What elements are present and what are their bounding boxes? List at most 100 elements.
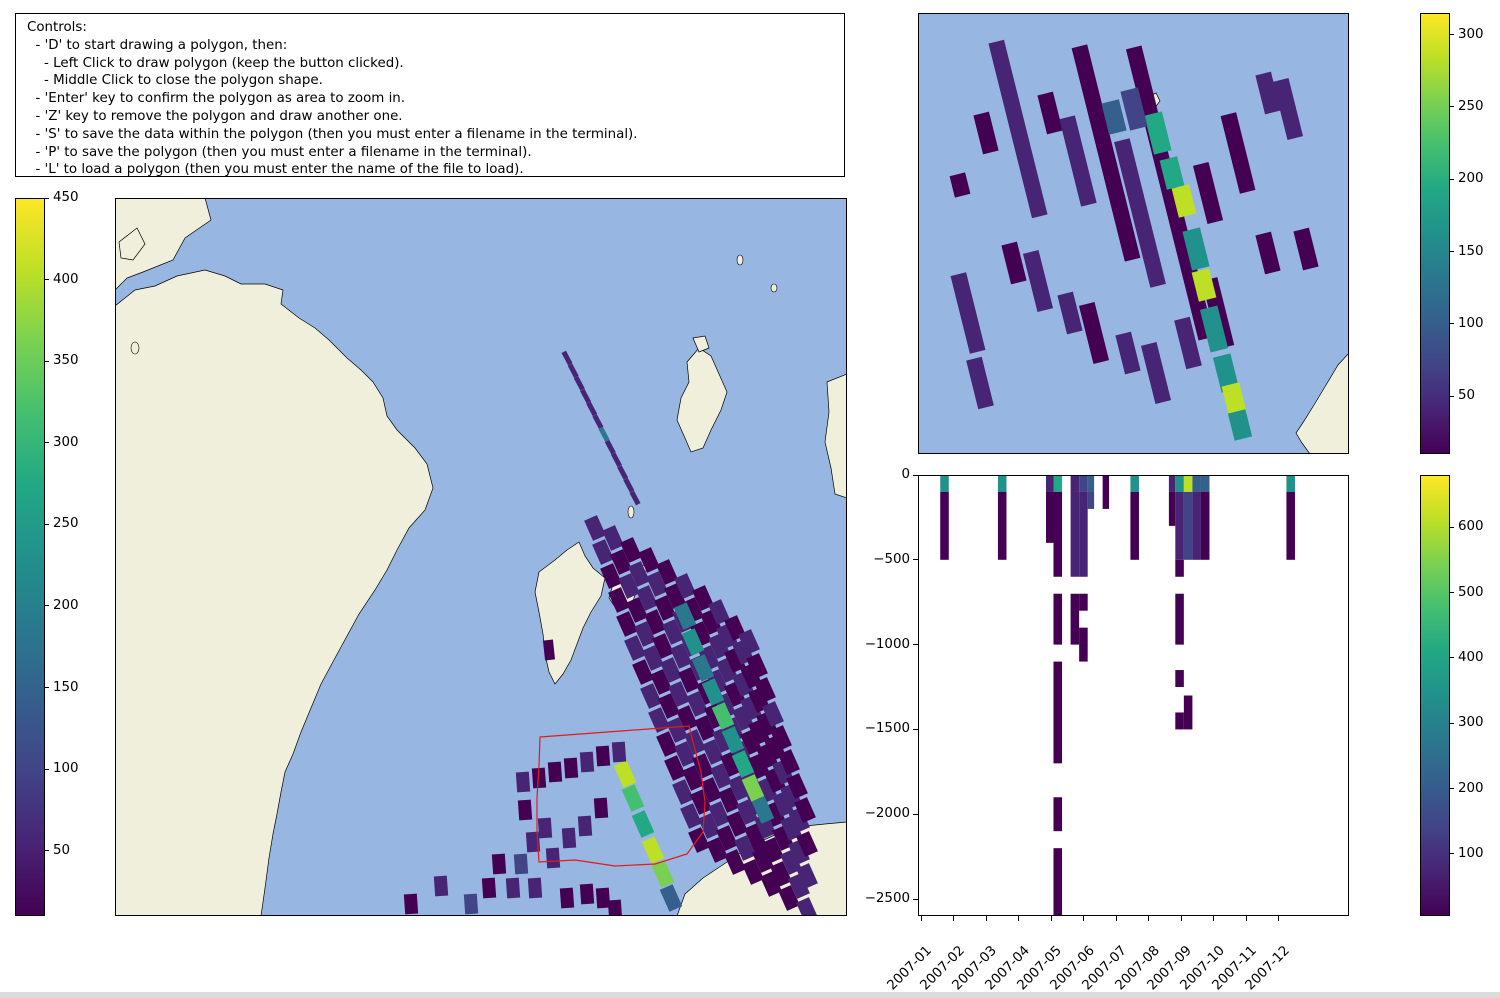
main-map-data-cell <box>740 729 762 755</box>
main-map-data-cell <box>608 587 630 613</box>
zoom-map-frame <box>918 13 1349 454</box>
main-map-data-cell <box>607 899 623 916</box>
colorbar-tick-mark <box>45 523 49 525</box>
main-map-data-cell <box>600 563 622 589</box>
main-map-land-franz-josef <box>676 347 728 453</box>
depth-y-tick-mark <box>913 813 918 815</box>
colorbar-tick-label: 150 <box>53 679 79 695</box>
main-map-data-cells <box>403 350 818 916</box>
zoom-map-land <box>1295 352 1349 454</box>
colorbar-tick-mark <box>1450 395 1454 397</box>
main-map-data-cell <box>716 657 738 683</box>
main-map-data-cell <box>694 715 716 741</box>
main-map-data-cell <box>756 777 778 803</box>
zoom-map-strip <box>1174 316 1202 370</box>
main-map-data-cell <box>656 731 678 757</box>
main-map-data-cell <box>746 653 768 679</box>
zoom-map-strip <box>1078 301 1110 365</box>
main-map-data-cell <box>664 755 686 781</box>
main-map-data-cell <box>611 741 627 763</box>
colorbar-tick-label: 300 <box>53 434 79 450</box>
main-map-data-cell <box>664 583 686 609</box>
window-status-strip <box>0 992 1500 998</box>
main-map-data-cell <box>674 741 696 767</box>
main-map-data-cell <box>690 789 712 815</box>
depth-x-tick-mark <box>1245 916 1247 921</box>
main-map-data-cell <box>734 835 756 861</box>
zoom-map-strip <box>1022 249 1054 313</box>
selection-polygon[interactable] <box>536 725 706 867</box>
main-map-data-cell <box>706 837 728 863</box>
main-map-data-cell <box>698 645 720 671</box>
main-map-data-cell <box>740 695 762 721</box>
main-map-data-cell <box>595 745 611 767</box>
main-map-track-cell <box>573 376 585 391</box>
main-map-data-cell <box>579 883 595 905</box>
main-map-data-cell <box>634 621 656 647</box>
depth-plot-cells <box>940 475 1295 916</box>
main-map-data-cell <box>770 861 792 887</box>
zoom-map-hot-strip <box>1171 184 1197 218</box>
depth-time-plot[interactable] <box>918 475 1349 916</box>
zoom-map-data-cells <box>949 39 1319 441</box>
main-map-data-cell <box>718 787 740 813</box>
depth-plot-cell <box>1286 475 1295 492</box>
depth-plot-cell <box>1070 593 1080 645</box>
main-map-data-cell <box>620 537 642 563</box>
main-map[interactable] <box>115 198 847 916</box>
main-map-data-cell <box>593 797 609 819</box>
main-map-data-cell <box>433 875 449 897</box>
main-map-land-canada <box>115 198 212 291</box>
colorbar-tick-mark <box>45 279 49 281</box>
main-map-data-cell <box>640 683 662 709</box>
main-map-data-cell <box>732 705 754 731</box>
main-map-data-cell <box>674 573 696 599</box>
zoom-map-strip <box>1140 341 1172 405</box>
main-map-data-cell <box>678 667 700 693</box>
depth-plot-cell <box>1175 475 1184 492</box>
depth-x-tick-mark <box>1050 916 1052 921</box>
colorbar-tick-label: 200 <box>1458 780 1484 796</box>
main-map-data-cell <box>662 619 684 645</box>
depth-plot-cell <box>1079 475 1088 492</box>
main-map-data-cell <box>579 751 595 773</box>
main-map-hot-cell <box>659 884 683 912</box>
colorbar-tick-mark <box>45 442 49 444</box>
main-map-land-novaya-zemlya <box>824 373 847 499</box>
depth-y-tick-mark <box>913 474 918 476</box>
main-map-data-cell <box>561 827 577 849</box>
main-map-track-cell <box>629 490 641 506</box>
colorbar-tick-label: 50 <box>1458 388 1476 404</box>
colorbar-tick-mark <box>45 768 49 770</box>
main-map-data-cell <box>680 803 702 829</box>
colorbar-tick-label: 500 <box>1458 584 1484 600</box>
main-map-data-cell <box>542 639 556 661</box>
zoom-map[interactable] <box>918 13 1349 454</box>
main-map-data-cell <box>700 777 722 803</box>
main-map-data-cell <box>710 763 732 789</box>
depth-plot-cell <box>1192 475 1201 492</box>
main-map-data-cell <box>780 815 802 841</box>
colorbar-tick-mark <box>45 605 49 607</box>
colorbar-tick-mark <box>1450 251 1454 253</box>
main-map-island <box>770 283 778 293</box>
depth-plot-cell <box>940 491 949 560</box>
zoom-map-strip <box>1220 112 1256 194</box>
main-map-hot-cell <box>631 810 655 838</box>
depth-y-tick-label: −2500 <box>864 891 910 907</box>
main-map-data-cell <box>505 877 521 899</box>
main-map-hot-cell <box>691 654 715 682</box>
main-map-data-cell <box>642 645 664 671</box>
main-map-track-cell <box>617 465 629 480</box>
zoom-map-hot-strip <box>1199 305 1229 353</box>
depth-x-tick-mark <box>1180 916 1182 921</box>
depth-plot-cell <box>1046 475 1055 492</box>
colorbar-tick-mark <box>1450 657 1454 659</box>
depth-plot-cell <box>1175 593 1184 645</box>
main-map-data-cell <box>559 887 575 909</box>
main-map-data-cell <box>796 897 818 916</box>
colorbar-tick-mark <box>1450 592 1454 594</box>
depth-y-tick-label: −2000 <box>864 806 910 822</box>
depth-y-tick-label: −1000 <box>864 636 910 652</box>
depth-y-tick-mark <box>913 728 918 730</box>
